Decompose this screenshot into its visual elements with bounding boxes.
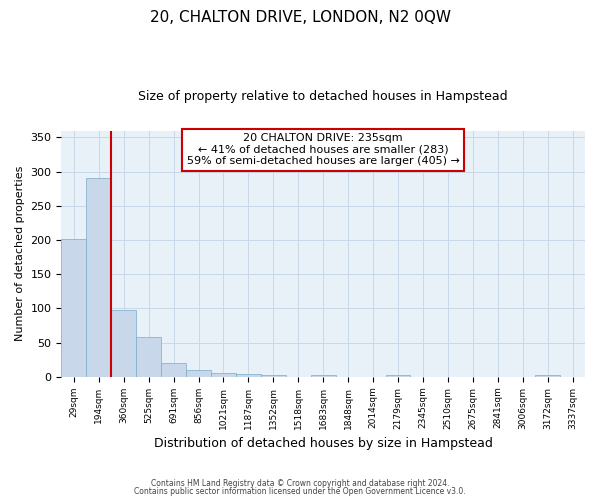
- Bar: [86, 178, 111, 377]
- Bar: [136, 337, 161, 377]
- Bar: [386, 375, 410, 377]
- Bar: [236, 374, 261, 377]
- Bar: [535, 375, 560, 377]
- Bar: [186, 370, 211, 377]
- Bar: [261, 376, 286, 377]
- Y-axis label: Number of detached properties: Number of detached properties: [15, 166, 25, 342]
- Bar: [211, 374, 236, 377]
- Bar: [111, 310, 136, 377]
- Bar: [161, 363, 186, 377]
- X-axis label: Distribution of detached houses by size in Hampstead: Distribution of detached houses by size …: [154, 437, 493, 450]
- Text: 20 CHALTON DRIVE: 235sqm
← 41% of detached houses are smaller (283)
59% of semi-: 20 CHALTON DRIVE: 235sqm ← 41% of detach…: [187, 133, 460, 166]
- Text: Contains HM Land Registry data © Crown copyright and database right 2024.: Contains HM Land Registry data © Crown c…: [151, 478, 449, 488]
- Text: 20, CHALTON DRIVE, LONDON, N2 0QW: 20, CHALTON DRIVE, LONDON, N2 0QW: [149, 10, 451, 25]
- Bar: [311, 375, 335, 377]
- Text: Contains public sector information licensed under the Open Government Licence v3: Contains public sector information licen…: [134, 487, 466, 496]
- Title: Size of property relative to detached houses in Hampstead: Size of property relative to detached ho…: [139, 90, 508, 103]
- Bar: [61, 238, 86, 377]
